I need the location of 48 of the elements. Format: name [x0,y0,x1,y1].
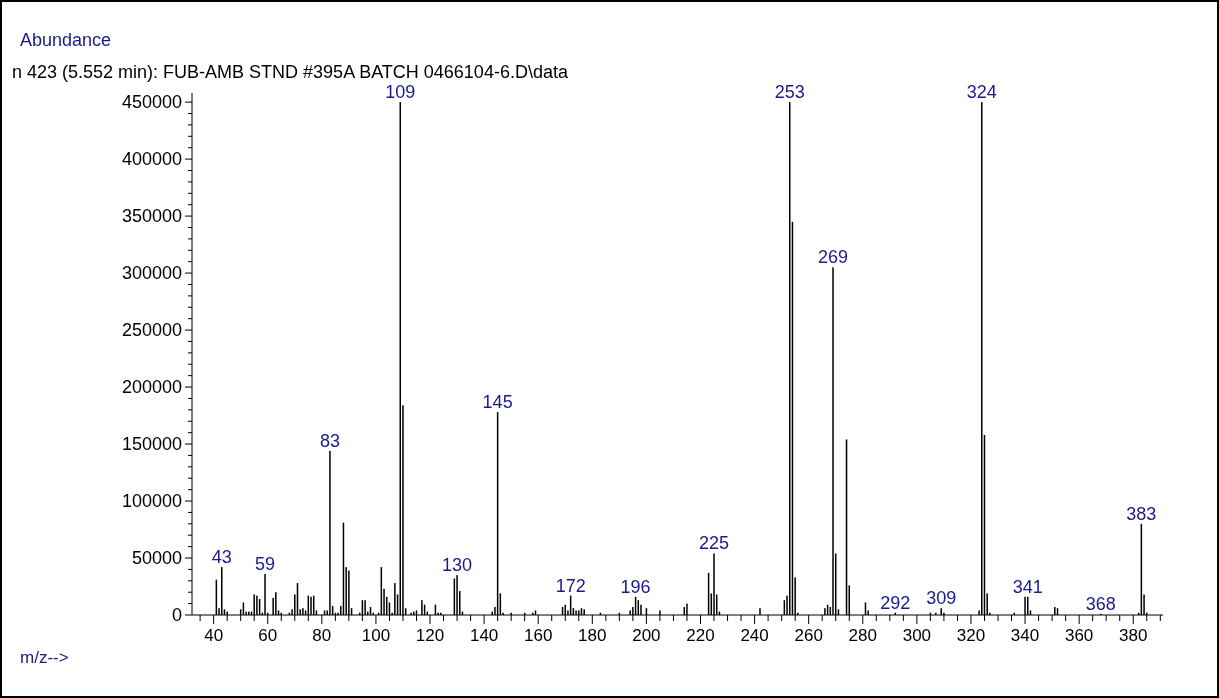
x-tick-label: 380 [1119,626,1148,645]
x-tick-label: 240 [740,626,769,645]
x-axis-title: m/z--> [20,648,69,667]
y-tick-label: 250000 [121,320,182,341]
annotation: 83 [319,430,340,451]
annotation: 253 [774,82,805,103]
annotation: 43 [211,547,232,568]
x-tick-label: 340 [1010,626,1040,645]
y-tick-label: 400000 [121,149,182,170]
y-tick-label: 150000 [121,434,182,455]
chart-title: n 423 (5.552 min): FUB-AMB STND #395A BATCH 0466104-6.D\data [12,62,569,82]
x-tick-label: 200 [632,626,661,645]
x-tick-label: 100 [361,626,391,645]
y-tick-label: 0 [171,605,182,626]
annotation: 269 [818,247,849,268]
x-tick-label: 360 [1064,626,1094,645]
annotation: 309 [926,588,957,609]
y-tick-label: 350000 [121,206,182,227]
y-tick-label: 100000 [121,491,182,512]
y-tick-label: 50000 [131,548,182,569]
annotation: 383 [1126,503,1157,524]
x-tick-label: 220 [686,626,715,645]
annotation: 130 [442,555,473,576]
x-tick-label: 180 [578,626,607,645]
y-tick-label: 450000 [121,92,182,113]
x-tick-label: 140 [469,626,499,645]
x-tick-label: 320 [956,626,986,645]
annotation: 324 [966,82,997,103]
x-tick-label: 80 [312,626,332,645]
x-tick-label: 260 [794,626,823,645]
x-tick-label: 60 [258,626,278,645]
x-tick-label: 280 [848,626,877,645]
annotation: 196 [620,576,651,597]
x-tick-label: 160 [524,626,553,645]
annotation: 225 [698,533,730,554]
x-tick-label: 120 [415,626,445,645]
annotation: 59 [255,553,276,574]
annotation: 292 [880,592,911,613]
annotation: 341 [1012,576,1043,597]
y-tick-label: 200000 [121,377,182,398]
annotation: 109 [385,82,416,103]
y-tick-label: 300000 [121,263,182,284]
x-tick-label: 40 [204,626,224,645]
y-axis-title: Abundance [20,30,112,50]
annotation: 145 [482,392,513,413]
x-tick-label: 300 [902,626,932,645]
annotation: 172 [555,575,586,596]
annotation: 368 [1085,593,1116,614]
